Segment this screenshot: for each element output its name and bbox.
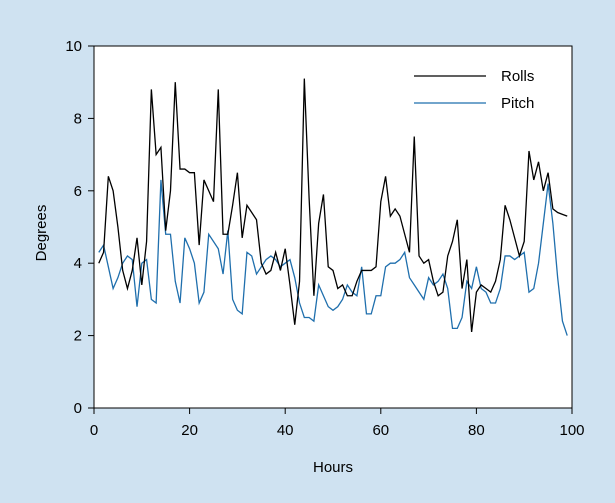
- series-layer: [98, 78, 568, 336]
- x-tick-label: 0: [90, 422, 98, 439]
- series-line-rolls: [98, 78, 568, 333]
- x-tick-label: 40: [277, 422, 294, 439]
- y-tick-label: 8: [74, 110, 82, 127]
- x-axis-label: Hours: [313, 459, 353, 476]
- y-tick-label: 6: [74, 183, 82, 200]
- x-tick-label: 60: [372, 422, 389, 439]
- x-tick-label: 80: [468, 422, 485, 439]
- legend: Rolls Pitch: [414, 68, 534, 112]
- series-line-pitch: [98, 179, 568, 336]
- y-tick-label: 10: [65, 38, 82, 55]
- x-axis: 0 20 40 60 80 100: [90, 408, 585, 439]
- y-tick-label: 0: [74, 400, 82, 417]
- legend-label-pitch: Pitch: [501, 95, 534, 112]
- legend-label-rolls: Rolls: [501, 68, 534, 85]
- x-tick-label: 100: [559, 422, 584, 439]
- x-tick-label: 20: [181, 422, 198, 439]
- y-axis-label: Degrees: [33, 205, 50, 262]
- y-axis: 0 2 4 6 8 10: [65, 38, 94, 417]
- y-tick-label: 4: [74, 255, 82, 272]
- y-tick-label: 2: [74, 328, 82, 345]
